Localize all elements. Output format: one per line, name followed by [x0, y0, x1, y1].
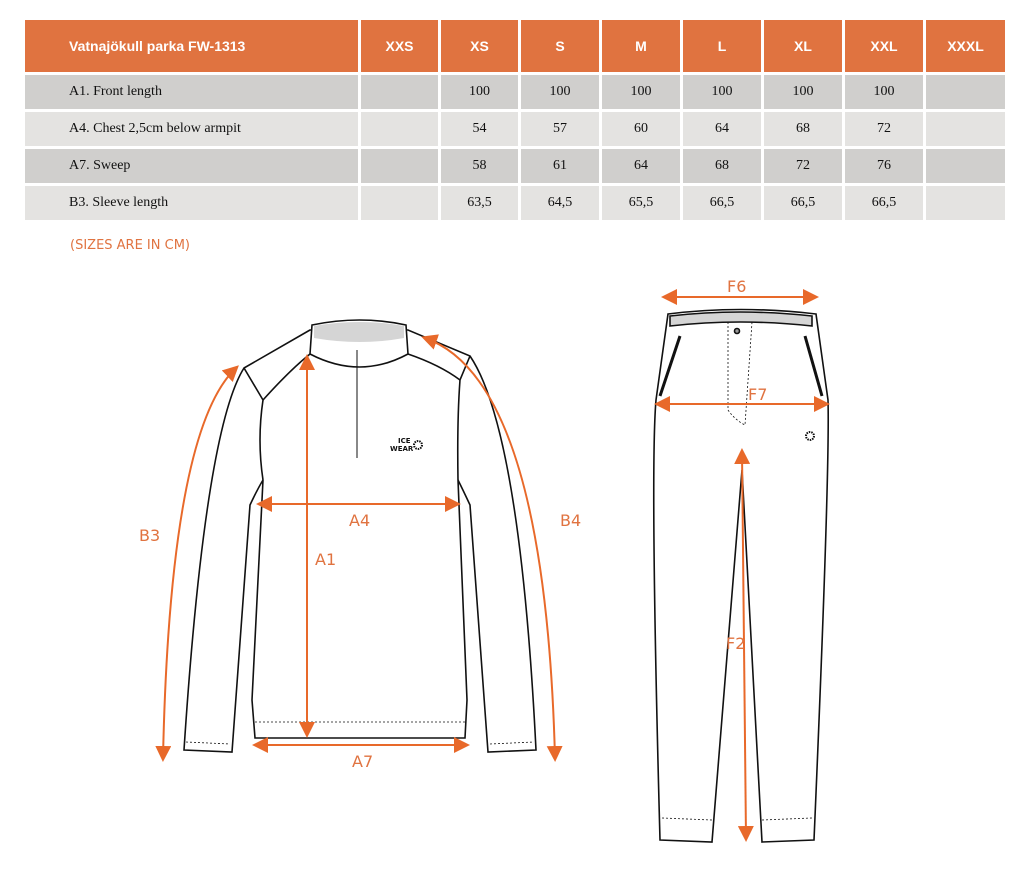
cell-value: 72 [764, 149, 842, 183]
svg-text:ICE: ICE [398, 437, 411, 445]
label-a4: A4 [349, 511, 370, 530]
cell-value: 57 [521, 112, 599, 146]
label-f7: F7 [748, 385, 767, 404]
label-a1: A1 [315, 550, 336, 569]
cell-value: 66,5 [845, 186, 923, 220]
cell-value: 60 [602, 112, 680, 146]
label-f6: F6 [727, 277, 746, 296]
arrow-f2 [734, 448, 754, 842]
cell-value: 76 [845, 149, 923, 183]
arrow-b3 [155, 365, 239, 762]
cell-value: 68 [764, 112, 842, 146]
size-header-m: M [602, 20, 680, 72]
size-header-l: L [683, 20, 761, 72]
cell-value: 64,5 [521, 186, 599, 220]
cell-value: 64 [683, 112, 761, 146]
units-note: (SIZES ARE IN CM) [70, 238, 190, 253]
label-b4: B4 [560, 511, 581, 530]
size-header-xxxl: XXXL [926, 20, 1005, 72]
row-label: A1. Front length [25, 75, 358, 109]
label-b3: B3 [139, 526, 160, 545]
cell-value [926, 112, 1005, 146]
size-table: Vatnajökull parka FW-1313 XXS XS S M L XL XXL X… [22, 17, 1008, 223]
cell-value [926, 186, 1005, 220]
label-a7: A7 [352, 752, 373, 771]
cell-value: 65,5 [602, 186, 680, 220]
cell-value [926, 75, 1005, 109]
table-row: B3. Sleeve length 63,5 64,5 65,5 66,5 66,5 66,… [25, 186, 1005, 220]
size-header-xl: XL [764, 20, 842, 72]
cell-value: 100 [683, 75, 761, 109]
cell-value: 66,5 [764, 186, 842, 220]
cell-value: 63,5 [441, 186, 518, 220]
cell-value: 61 [521, 149, 599, 183]
cell-value: 72 [845, 112, 923, 146]
cell-value: 54 [441, 112, 518, 146]
table-title: Vatnajökull parka FW-1313 [25, 20, 358, 72]
cell-value: 66,5 [683, 186, 761, 220]
cell-value: 100 [521, 75, 599, 109]
cell-value [361, 112, 438, 146]
cell-value: 68 [683, 149, 761, 183]
cell-value: 58 [441, 149, 518, 183]
jacket-drawing [183, 319, 537, 753]
size-header-s: S [521, 20, 599, 72]
measurement-arrows [155, 289, 830, 842]
pants-drawing [652, 308, 830, 843]
size-header-xxl: XXL [845, 20, 923, 72]
row-label: A7. Sweep [25, 149, 358, 183]
label-f2: F2 [726, 634, 745, 653]
cell-value: 100 [764, 75, 842, 109]
cell-value [361, 149, 438, 183]
table-row: A1. Front length 100 100 100 100 100 100 [25, 75, 1005, 109]
cell-value [361, 75, 438, 109]
table-row: A4. Chest 2,5cm below armpit 54 57 60 64 68 72 [25, 112, 1005, 146]
table-row: A7. Sweep 58 61 64 68 72 76 [25, 149, 1005, 183]
cell-value: 100 [441, 75, 518, 109]
cell-value: 64 [602, 149, 680, 183]
cell-value [926, 149, 1005, 183]
svg-text:WEAR: WEAR [390, 445, 414, 453]
row-label: A4. Chest 2,5cm below armpit [25, 112, 358, 146]
cell-value [361, 186, 438, 220]
size-header-xxs: XXS [361, 20, 438, 72]
row-label: B3. Sleeve length [25, 186, 358, 220]
cell-value: 100 [845, 75, 923, 109]
measurement-labels: A1 A4 A7 B3 B4 F6 F7 F2 [139, 277, 767, 771]
cell-value: 100 [602, 75, 680, 109]
size-header-xs: XS [441, 20, 518, 72]
arrow-b4 [421, 334, 563, 762]
